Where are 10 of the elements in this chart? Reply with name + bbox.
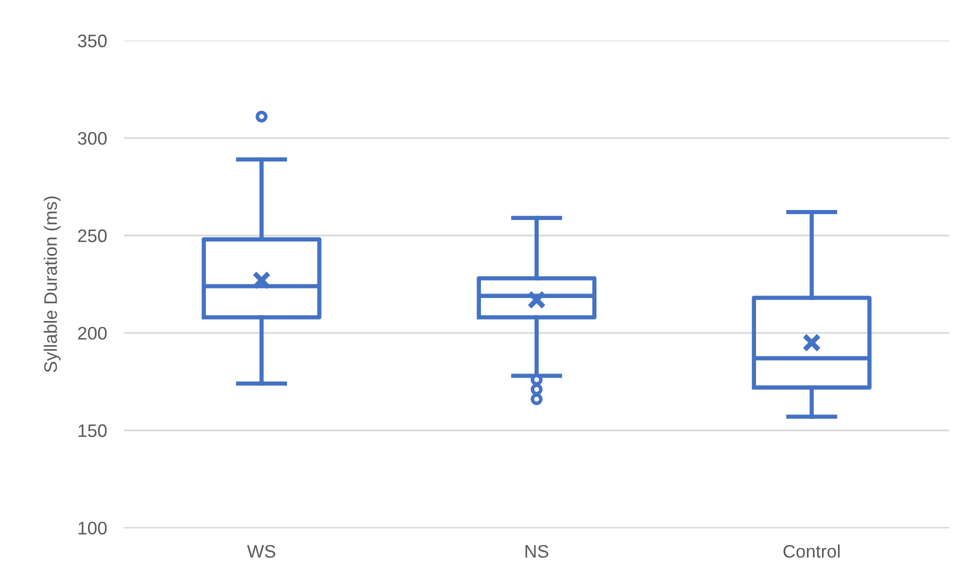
x-tick-label: WS — [247, 544, 276, 558]
y-axis-title: Syllable Duration (ms) — [44, 196, 61, 372]
y-tick-label: 150 — [78, 424, 107, 438]
x-tick-label: NS — [526, 544, 548, 558]
y-tick-label: 300 — [78, 132, 107, 145]
y-tick-label: 100 — [78, 522, 107, 535]
x-tick-label: Control — [784, 544, 840, 558]
y-tick-label: 200 — [78, 326, 107, 340]
y-tick-label: 250 — [78, 229, 107, 242]
y-tick-label: 350 — [78, 34, 107, 48]
